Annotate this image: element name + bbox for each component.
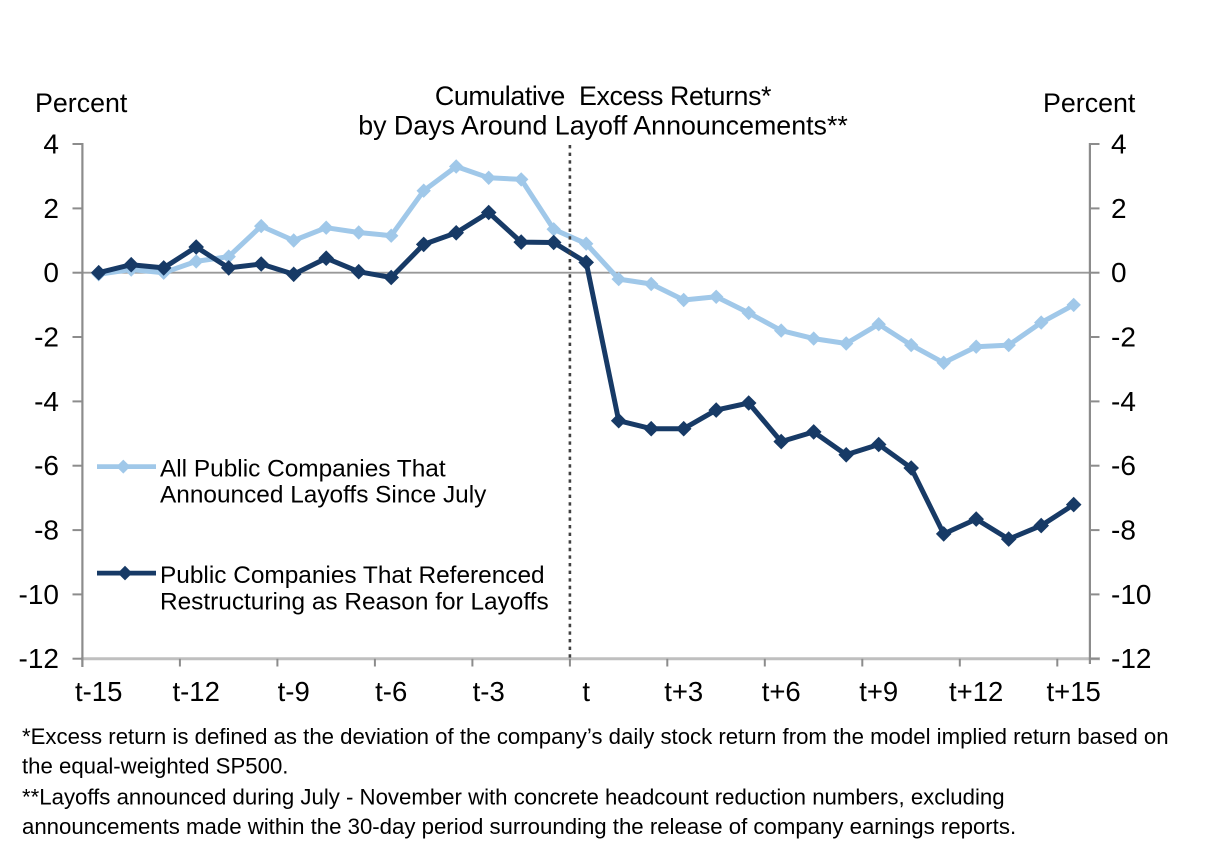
svg-text:by Days Around Layoff Announce: by Days Around Layoff Announcements** (358, 111, 848, 141)
svg-text:t+12: t+12 (949, 676, 1003, 707)
svg-text:4: 4 (43, 129, 59, 160)
svg-text:*Excess return is defined as t: *Excess return is defined as the deviati… (22, 724, 1169, 749)
svg-text:-10: -10 (19, 579, 59, 610)
svg-text:-2: -2 (1111, 322, 1136, 353)
svg-text:-8: -8 (1111, 515, 1136, 546)
svg-text:t+9: t+9 (859, 676, 898, 707)
svg-text:t+3: t+3 (664, 676, 703, 707)
svg-text:4: 4 (1111, 129, 1127, 160)
svg-text:the equal-weighted SP500.: the equal-weighted SP500. (22, 754, 288, 779)
svg-text:-12: -12 (19, 643, 59, 674)
svg-text:Public Companies That Referenc: Public Companies That Referenced (160, 562, 545, 589)
svg-text:Cumulative Excess Returns*: Cumulative Excess Returns* (435, 81, 772, 111)
svg-text:Percent: Percent (1043, 88, 1136, 118)
svg-text:2: 2 (1111, 193, 1127, 224)
svg-text:-6: -6 (1111, 450, 1136, 481)
svg-text:-4: -4 (1111, 386, 1136, 417)
svg-text:-4: -4 (34, 386, 59, 417)
svg-text:t-9: t-9 (278, 676, 310, 707)
svg-text:t-3: t-3 (473, 676, 505, 707)
svg-text:t+15: t+15 (1047, 676, 1101, 707)
svg-text:Percent: Percent (35, 88, 128, 118)
svg-text:Restructuring as Reason for La: Restructuring as Reason for Layoffs (160, 588, 549, 615)
svg-text:-8: -8 (34, 515, 59, 546)
svg-text:0: 0 (43, 257, 59, 288)
svg-text:t-12: t-12 (173, 676, 220, 707)
svg-text:**Layoffs announced during Jul: **Layoffs announced during July - Novemb… (22, 785, 1005, 810)
svg-text:announcements made within the: announcements made within the 30-day per… (22, 814, 1016, 839)
svg-text:t-6: t-6 (375, 676, 407, 707)
svg-text:-2: -2 (34, 322, 59, 353)
svg-text:-12: -12 (1111, 643, 1151, 674)
svg-text:t: t (582, 676, 590, 707)
svg-text:All Public Companies That: All Public Companies That (160, 455, 446, 482)
svg-text:2: 2 (43, 193, 59, 224)
svg-text:Announced Layoffs Since July: Announced Layoffs Since July (160, 482, 487, 509)
svg-text:0: 0 (1111, 257, 1127, 288)
svg-text:t-15: t-15 (75, 676, 122, 707)
svg-text:-10: -10 (1111, 579, 1151, 610)
svg-text:-6: -6 (34, 450, 59, 481)
svg-text:t+6: t+6 (762, 676, 801, 707)
